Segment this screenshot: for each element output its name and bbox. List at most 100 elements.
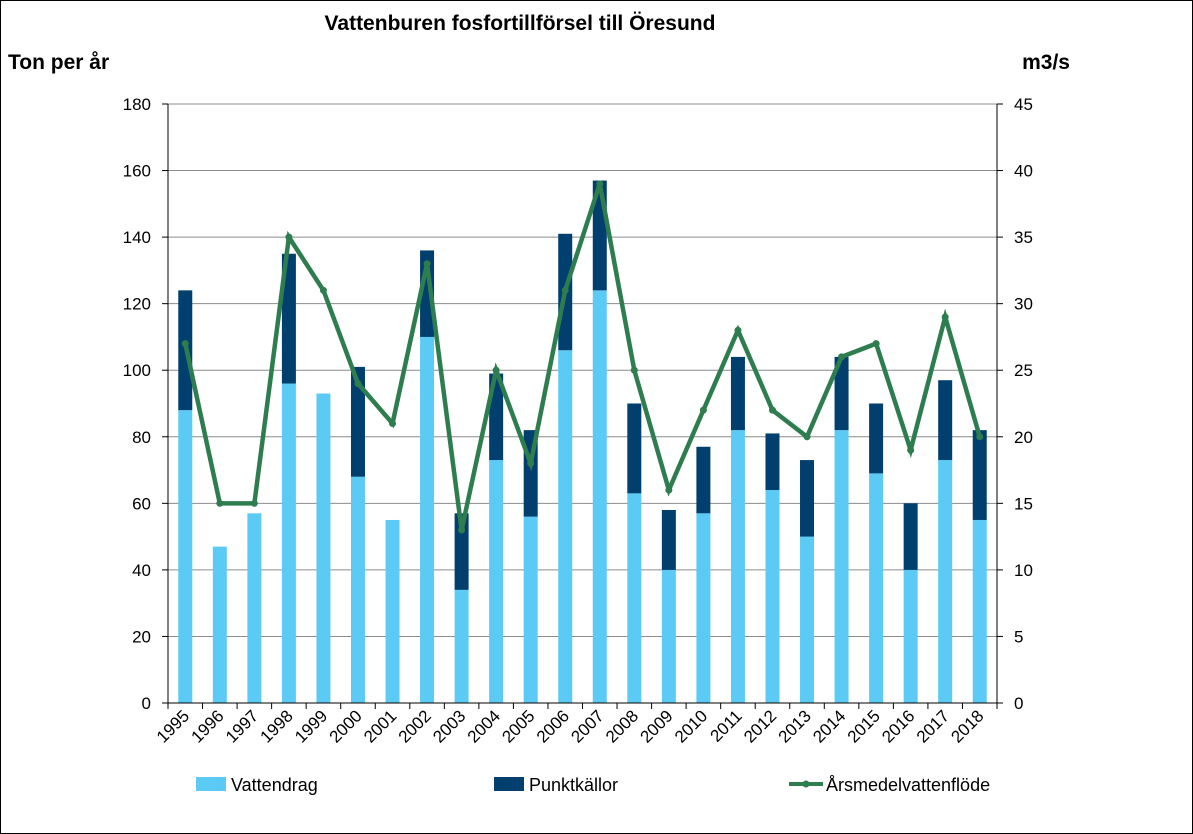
point-arsmedelvattenflode	[941, 313, 949, 321]
right-axis-tick-label: 25	[1014, 361, 1033, 380]
x-axis-tick-label: 1998	[257, 706, 297, 746]
bar-vattendrag	[385, 519, 400, 703]
left-axis-tick-label: 60	[132, 494, 151, 513]
bar-vattendrag	[661, 569, 676, 703]
x-axis-tick-label: 2008	[602, 706, 642, 746]
bar-punktkallor	[869, 403, 884, 474]
right-axis-tick-label: 40	[1014, 162, 1033, 181]
x-axis-tick-label: 2009	[636, 706, 676, 746]
bar-punktkallor	[903, 503, 918, 570]
x-axis-tick-label: 2000	[326, 706, 366, 746]
x-axis-tick-label: 2002	[395, 706, 435, 746]
point-arsmedelvattenflode	[734, 326, 742, 334]
bar-punktkallor	[661, 509, 676, 570]
point-arsmedelvattenflode	[630, 366, 638, 374]
x-axis-tick-label: 1999	[291, 706, 331, 746]
point-arsmedelvattenflode	[492, 366, 500, 374]
point-arsmedelvattenflode	[458, 526, 466, 534]
x-axis-tick-label: 2003	[429, 706, 469, 746]
legend-marker-arsmedelvattenflode	[802, 780, 810, 788]
bar-vattendrag	[972, 519, 987, 703]
x-axis-tick-label: 2012	[740, 706, 780, 746]
point-arsmedelvattenflode	[872, 340, 880, 348]
right-axis-tick-label: 45	[1014, 95, 1033, 114]
point-arsmedelvattenflode	[976, 433, 984, 441]
point-arsmedelvattenflode	[561, 286, 569, 294]
x-axis-tick-label: 2006	[533, 706, 573, 746]
legend-label-arsmedelvattenflode: Årsmedelvattenflöde	[826, 775, 990, 795]
bar-punktkallor	[834, 356, 849, 431]
x-axis-tick-label: 2010	[671, 706, 711, 746]
bar-punktkallor	[281, 253, 296, 384]
x-axis-tick-label: 2005	[498, 706, 538, 746]
bar-vattendrag	[696, 513, 711, 703]
bar-punktkallor	[627, 403, 642, 494]
legend-swatch-vattendrag	[196, 777, 226, 791]
right-axis-tick-label: 35	[1014, 228, 1033, 247]
bar-punktkallor	[972, 430, 987, 520]
axes	[162, 103, 1003, 709]
bar-vattendrag	[627, 493, 642, 703]
gridlines	[168, 103, 997, 637]
left-axis-tick-label: 180	[123, 95, 151, 114]
point-arsmedelvattenflode	[319, 286, 327, 294]
bar-punktkallor	[765, 433, 780, 491]
point-arsmedelvattenflode	[768, 406, 776, 414]
point-arsmedelvattenflode	[665, 486, 673, 494]
bar-vattendrag	[281, 383, 296, 703]
left-axis-tick-label: 0	[142, 694, 151, 713]
point-arsmedelvattenflode	[250, 499, 258, 507]
x-axis-tick-label: 2016	[878, 706, 918, 746]
bar-vattendrag	[800, 536, 815, 703]
bar-vattendrag	[420, 336, 435, 703]
bar-vattendrag	[765, 490, 780, 703]
bar-punktkallor	[938, 380, 953, 461]
point-arsmedelvattenflode	[423, 260, 431, 268]
point-arsmedelvattenflode	[527, 459, 535, 467]
right-axis-tick-label: 10	[1014, 561, 1033, 580]
left-axis-tick-label: 40	[132, 561, 151, 580]
chart-title: Vattenburen fosfortillförsel till Öresun…	[325, 12, 716, 35]
legend: Vattendrag Punktkällor Årsmedelvattenflö…	[196, 775, 990, 795]
bar-punktkallor	[730, 356, 745, 431]
point-arsmedelvattenflode	[285, 233, 293, 241]
line-arsmedelvattenflode	[183, 183, 982, 531]
bar-vattendrag	[454, 589, 469, 703]
left-axis-tick-label: 140	[123, 228, 151, 247]
right-axis-label: m3/s	[1022, 51, 1070, 74]
x-axis-tick-label: 2004	[464, 706, 504, 746]
point-arsmedelvattenflode	[596, 180, 604, 188]
x-axis-tick-label: 2013	[775, 706, 815, 746]
bar-vattendrag	[178, 410, 193, 703]
bar-punktkallor	[454, 513, 469, 590]
right-axis-tick-label: 15	[1014, 494, 1033, 513]
legend-label-vattendrag: Vattendrag	[231, 775, 318, 795]
bar-vattendrag	[938, 460, 953, 703]
left-axis-tick-label: 20	[132, 627, 151, 646]
bar-punktkallor	[696, 446, 711, 514]
bars	[178, 180, 987, 703]
bar-vattendrag	[523, 516, 538, 703]
bar-punktkallor	[350, 366, 365, 477]
point-arsmedelvattenflode	[181, 340, 189, 348]
point-arsmedelvattenflode	[803, 433, 811, 441]
bar-vattendrag	[869, 473, 884, 703]
left-axis-tick-label: 160	[123, 162, 151, 181]
x-axis-tick-label: 2007	[567, 706, 607, 746]
bar-vattendrag	[350, 476, 365, 703]
right-axis-tick-label: 0	[1014, 694, 1023, 713]
bar-vattendrag	[558, 350, 573, 703]
bar-vattendrag	[212, 546, 227, 703]
point-arsmedelvattenflode	[389, 419, 397, 427]
right-axis-tick-label: 5	[1014, 627, 1023, 646]
point-arsmedelvattenflode	[699, 406, 707, 414]
x-axis-tick-label: 1997	[222, 706, 262, 746]
x-axis-tick-label: 2015	[844, 706, 884, 746]
x-axis-tick-label: 2001	[360, 706, 400, 746]
left-axis-tick-label: 120	[123, 295, 151, 314]
bar-vattendrag	[903, 569, 918, 703]
x-axis-tick-label: 2017	[913, 706, 953, 746]
bar-vattendrag	[316, 393, 331, 703]
legend-swatch-punktkallor	[494, 777, 524, 791]
bar-vattendrag	[834, 430, 849, 703]
